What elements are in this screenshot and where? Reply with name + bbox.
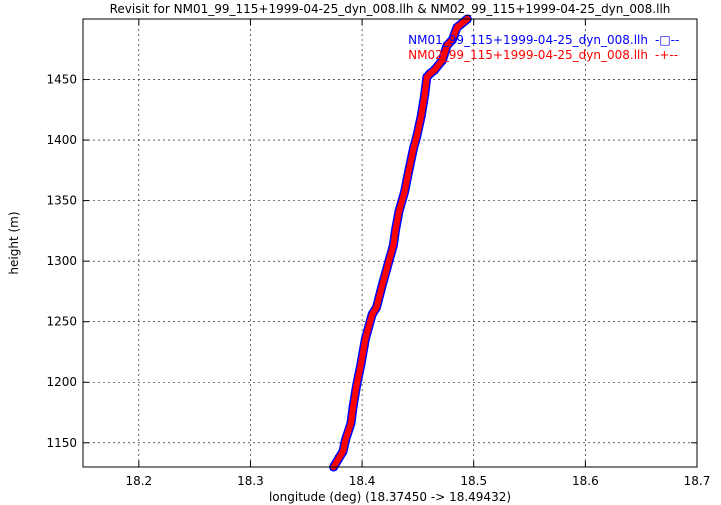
data-point: [431, 66, 438, 73]
data-point: [390, 242, 397, 249]
chart-title: Revisit for NM01_99_115+1999-04-25_dyn_0…: [110, 2, 671, 16]
y-tick-labels: 1150 1200 1250 1300 1350 1400 1450: [46, 73, 77, 450]
data-point: [418, 112, 425, 119]
data-point: [423, 74, 430, 81]
data-point: [369, 311, 376, 318]
data-point: [353, 382, 360, 389]
data-point: [373, 304, 380, 311]
y-axis-label: height (m): [7, 211, 21, 274]
y-tick-label: 1300: [46, 254, 77, 268]
legend-marker-series-1: -□--: [655, 33, 679, 47]
y-tick-label: 1150: [46, 436, 77, 450]
data-point: [453, 24, 460, 31]
data-point: [347, 420, 354, 427]
data-point: [410, 145, 417, 152]
data-point: [443, 42, 450, 49]
series-line: [330, 16, 471, 470]
series-layer: [329, 14, 472, 472]
data-point: [357, 361, 364, 368]
y-tick-label: 1450: [46, 73, 77, 87]
data-point: [350, 403, 357, 410]
data-point: [413, 133, 420, 140]
x-tick-label: 18.7: [684, 474, 711, 488]
series-2: [330, 16, 471, 470]
data-point: [340, 448, 347, 455]
y-tick-label: 1200: [46, 375, 77, 389]
gridlines: [83, 19, 697, 467]
x-tick-label: 18.6: [572, 474, 599, 488]
plot-frame: [82, 18, 698, 468]
data-point: [427, 70, 434, 77]
x-tick-labels: 18.2 18.3 18.4 18.5 18.6 18.7: [125, 474, 710, 488]
data-point: [385, 258, 392, 265]
data-point: [395, 208, 402, 215]
y-tick-label: 1400: [46, 133, 77, 147]
y-tick-label: 1250: [46, 315, 77, 329]
data-point: [342, 437, 349, 444]
x-tick-label: 18.3: [237, 474, 264, 488]
data-point: [404, 172, 411, 179]
data-point: [362, 335, 369, 342]
data-point: [439, 57, 446, 64]
x-tick-label: 18.2: [125, 474, 152, 488]
data-point: [392, 226, 399, 233]
legend-marker-series-2: -+--: [655, 48, 678, 62]
x-axis-label: longitude (deg) (18.37450 -> 18.49432): [269, 490, 511, 504]
data-point: [335, 455, 342, 462]
x-tick-label: 18.4: [349, 474, 376, 488]
x-tick-label: 18.5: [460, 474, 487, 488]
y-tick-label: 1350: [46, 194, 77, 208]
legend-label-series-1: NM01_99_115+1999-04-25_dyn_008.llh: [408, 33, 648, 47]
data-point: [421, 92, 428, 99]
data-point: [401, 189, 408, 196]
data-point: [379, 282, 386, 289]
legend-label-series-2: NM02_99_115+1999-04-25_dyn_008.llh: [408, 48, 648, 62]
data-point: [449, 36, 456, 43]
tick-marks: [83, 19, 698, 467]
legend: NM01_99_115+1999-04-25_dyn_008.llh -□-- …: [408, 33, 679, 62]
